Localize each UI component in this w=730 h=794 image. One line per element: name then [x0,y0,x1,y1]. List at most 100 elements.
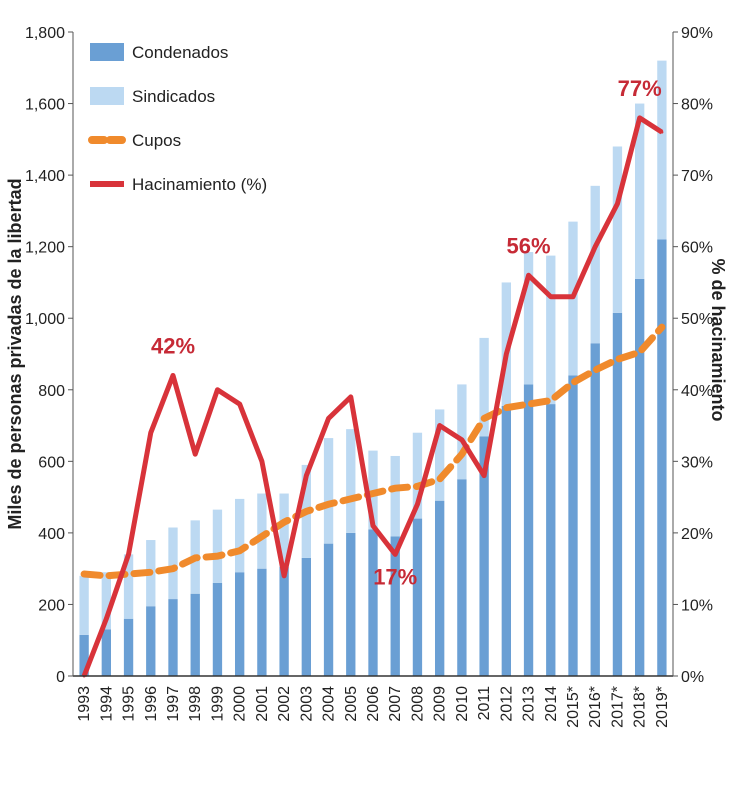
bar-sindicados [235,498,245,573]
annotations: 42% 17% 56% 77% [151,76,662,589]
x-tick-label: 2016* [587,686,604,728]
bar-sindicados [612,146,623,313]
bar-condenados [368,529,378,676]
x-tick-label: 2017* [609,686,626,728]
x-tick-label: 2018* [632,686,649,728]
right-tick-label: 40% [681,383,713,400]
bar-condenados [390,536,400,676]
bar-sindicados [212,509,223,583]
bar-condenados [546,404,556,676]
hacinamiento-point [149,431,153,435]
legend-label: Condenados [132,43,228,62]
x-tick-label: 1995 [121,686,138,722]
left-tick-label: 400 [38,526,65,543]
right-tick-label: 60% [681,240,713,257]
right-tick-label: 50% [681,311,713,328]
bar-condenados [635,278,645,676]
hacinamiento-point [171,373,175,377]
bar-condenados [590,343,600,676]
legend-label: Sindicados [132,87,215,106]
bar-sindicados [101,572,111,630]
right-tick-label: 30% [681,454,713,471]
bar-sindicados [323,438,334,544]
bar-condenados [212,582,223,676]
x-tick-label: 2007 [387,686,404,722]
bar-sindicados [279,493,289,567]
hacinamiento-point [327,416,331,420]
bar-condenados [279,566,289,676]
bar-condenados [190,593,200,676]
hacinamiento-point [460,438,464,442]
right-tick-label: 10% [681,597,713,614]
x-tick-label: 1997 [165,686,182,722]
bar-sindicados [412,432,423,519]
bar-condenados [457,479,467,676]
bar-condenados [501,405,511,676]
hacinamiento-point [438,424,442,428]
hacinamiento-point [593,245,597,249]
right-tick-label: 20% [681,526,713,543]
bar-sindicados [501,282,511,406]
x-tick-label: 2019* [654,686,671,728]
hacinamiento-point [660,130,664,134]
left-tick-label: 1,000 [25,311,65,328]
lines-layer [80,115,666,678]
x-tick-label: 2008 [409,686,426,722]
hacinamiento-point [104,617,108,621]
legend-label: Cupos [132,131,181,150]
x-tick-label: 2001 [254,686,271,722]
bar-condenados [323,543,334,676]
hacinamiento-point [615,202,619,206]
x-tick-label: 2000 [232,686,249,722]
legend: Condenados Sindicados Cupos Hacinamiento (%… [88,43,267,194]
left-tick-label: 600 [38,454,65,471]
x-tick-label: 1994 [98,686,115,722]
hacinamiento-point [504,352,508,356]
x-tick-label: 1998 [187,686,204,722]
right-tick-label: 70% [681,168,713,185]
x-tick-label: 2010 [454,686,471,722]
bar-condenados [657,239,667,676]
x-tick-label: 2011 [476,686,493,721]
bar-sindicados [457,384,467,480]
right-tick-label: 0% [681,669,704,686]
hacinamiento-point [393,552,397,556]
hacinamiento-point [371,524,375,528]
bar-sindicados [657,60,667,240]
bar-condenados [301,557,311,676]
bar-sindicados [390,455,400,537]
bar-condenados [101,629,111,676]
hacinamiento-point [282,574,286,578]
bar-condenados [435,500,445,676]
x-tick-label: 2014 [543,686,560,722]
bar-sindicados [590,185,600,344]
bar-sindicados [435,409,445,501]
hacinamiento-point [549,295,553,299]
cupos-line [80,323,666,580]
x-tick-label: 1999 [209,686,226,722]
bar-condenados [168,599,178,676]
x-tick-label: 2004 [321,686,338,722]
hacinamiento-point [571,295,575,299]
right-axis-title: % de hacinamiento [708,258,728,421]
x-tick-label: 2005 [343,686,360,722]
x-tick-label: 2009 [432,686,449,722]
x-tick-label: 1993 [76,686,93,722]
legend-swatch-sindicados [90,87,124,105]
bar-sindicados [346,429,356,533]
bar-condenados [568,375,578,676]
right-tick-label: 80% [681,97,713,114]
hacinamiento-point [349,395,353,399]
hacinamiento-point [215,388,219,392]
bars-layer [79,60,667,676]
ticks-layer: 0 200 400 600 800 1,000 1,200 1,400 1,600 1,800 0%… [25,25,713,728]
bar-sindicados [479,337,489,437]
bar-sindicados [523,252,534,385]
right-tick-label: 90% [681,25,713,42]
bar-sindicados [123,554,134,619]
bar-condenados [612,312,623,676]
hacinamiento-point [193,452,197,456]
hacinamiento-point [482,474,486,478]
left-axis-title: Miles de personas privadas de la liberta… [5,178,25,529]
